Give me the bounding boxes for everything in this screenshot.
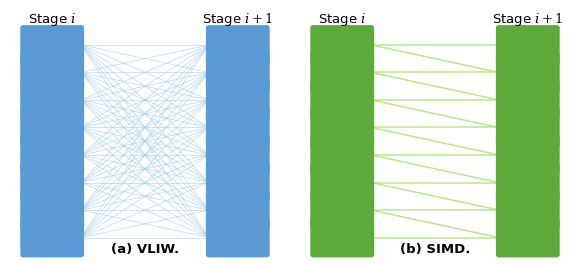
FancyBboxPatch shape [206, 80, 270, 120]
FancyBboxPatch shape [496, 80, 560, 120]
FancyBboxPatch shape [20, 135, 84, 175]
FancyBboxPatch shape [496, 218, 560, 257]
FancyBboxPatch shape [20, 25, 84, 65]
FancyBboxPatch shape [496, 25, 560, 65]
Text: Stage $i+1$: Stage $i+1$ [492, 11, 563, 27]
FancyBboxPatch shape [310, 25, 374, 65]
Text: Stage $i+1$: Stage $i+1$ [202, 11, 273, 27]
FancyBboxPatch shape [20, 80, 84, 120]
Text: (a) VLIW.: (a) VLIW. [111, 243, 179, 256]
FancyBboxPatch shape [310, 163, 374, 202]
FancyBboxPatch shape [310, 80, 374, 120]
Text: Stage $i$: Stage $i$ [28, 11, 76, 27]
FancyBboxPatch shape [206, 163, 270, 202]
FancyBboxPatch shape [20, 190, 84, 230]
FancyBboxPatch shape [310, 218, 374, 257]
FancyBboxPatch shape [310, 135, 374, 175]
FancyBboxPatch shape [496, 53, 560, 92]
FancyBboxPatch shape [206, 25, 270, 65]
FancyBboxPatch shape [206, 53, 270, 92]
FancyBboxPatch shape [206, 190, 270, 230]
FancyBboxPatch shape [310, 108, 374, 147]
FancyBboxPatch shape [20, 108, 84, 147]
FancyBboxPatch shape [496, 135, 560, 175]
FancyBboxPatch shape [496, 108, 560, 147]
FancyBboxPatch shape [310, 190, 374, 230]
FancyBboxPatch shape [206, 218, 270, 257]
Text: (b) SIMD.: (b) SIMD. [400, 243, 470, 256]
FancyBboxPatch shape [20, 53, 84, 92]
FancyBboxPatch shape [496, 190, 560, 230]
FancyBboxPatch shape [206, 135, 270, 175]
FancyBboxPatch shape [496, 163, 560, 202]
FancyBboxPatch shape [20, 218, 84, 257]
Text: Stage $i$: Stage $i$ [318, 11, 366, 27]
FancyBboxPatch shape [206, 108, 270, 147]
FancyBboxPatch shape [310, 53, 374, 92]
FancyBboxPatch shape [20, 163, 84, 202]
